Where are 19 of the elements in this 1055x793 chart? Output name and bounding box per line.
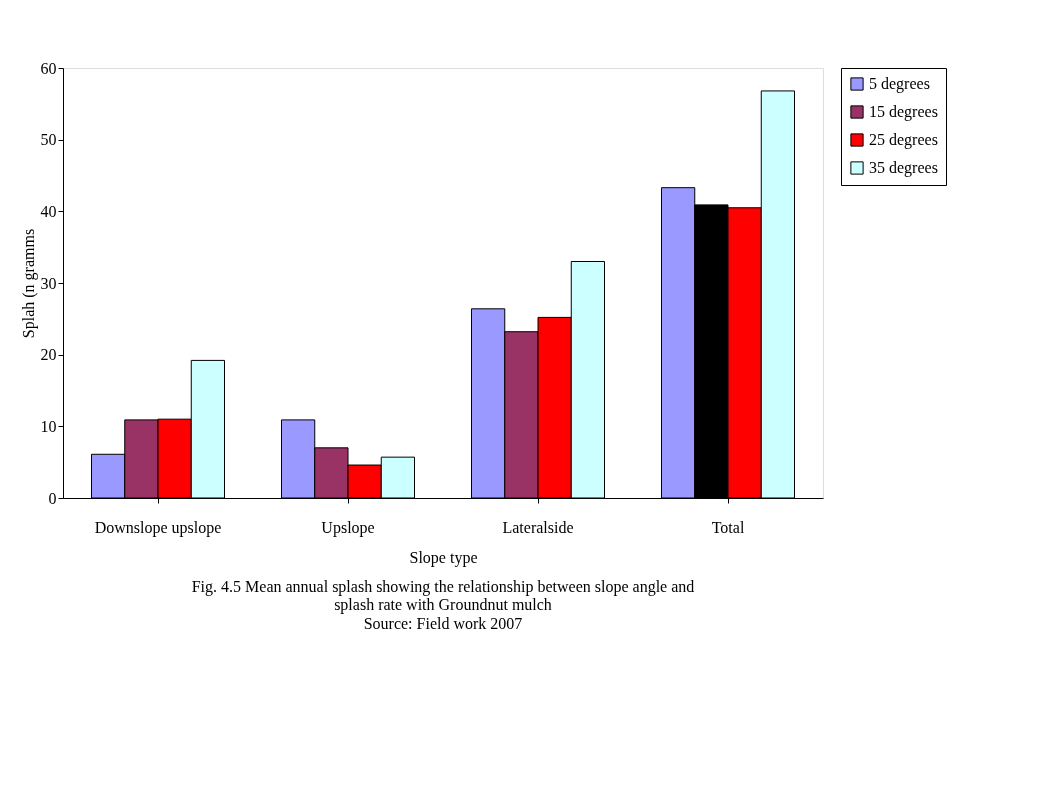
- x-tick-label: Upslope: [321, 518, 375, 537]
- legend-label: 5 degrees: [869, 75, 930, 93]
- legend-label: 35 degrees: [869, 159, 938, 177]
- legend-label: 15 degrees: [869, 103, 938, 121]
- text: Fig. 4.5 Mean annual splash showing the relationship between slope angle and splash rate with Groundnut mulch: [191, 578, 695, 614]
- legend-label: 25 degrees: [869, 131, 938, 149]
- y-axis-title: Splah (n gramms: [19, 228, 38, 339]
- y-tick-label: 30: [40, 274, 57, 292]
- y-tick-label: 20: [40, 346, 57, 364]
- y-tick-label: 0: [48, 489, 57, 507]
- y-tick-label: 50: [40, 131, 57, 149]
- y-tick-label: 40: [40, 202, 57, 220]
- x-tick-label: Downslope upslope: [94, 518, 222, 537]
- source-note: Source: Field work 2007: [363, 615, 523, 632]
- y-tick-label: 60: [40, 59, 57, 77]
- x-tick-label: Lateralside: [502, 518, 574, 536]
- x-tick-label: Total: [711, 518, 745, 536]
- x-axis-title: Slope type: [409, 548, 478, 567]
- y-tick-label: 10: [40, 417, 57, 435]
